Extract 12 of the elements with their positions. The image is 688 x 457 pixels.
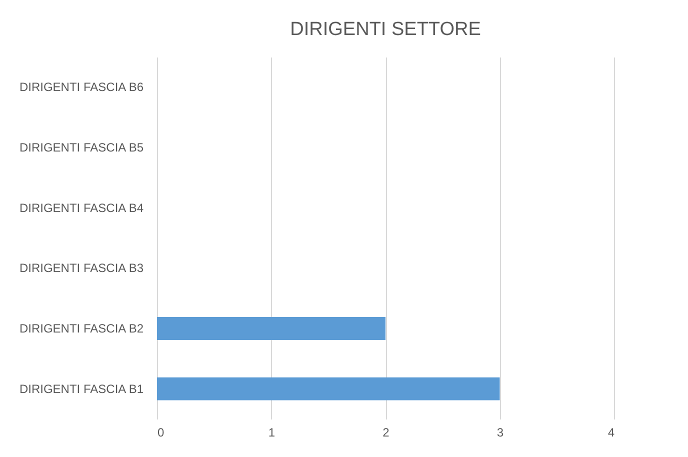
x-tick-label: 0 <box>158 426 164 440</box>
chart-title: DIRIGENTI SETTORE <box>290 19 481 40</box>
y-tick-label: DIRIGENTI FASCIA B6 <box>19 80 144 94</box>
x-tick-label: 1 <box>268 426 276 440</box>
y-tick-label: DIRIGENTI FASCIA B5 <box>19 140 144 154</box>
x-tick-label: 3 <box>496 426 504 440</box>
y-tick-label: DIRIGENTI FASCIA B1 <box>19 382 144 396</box>
x-tick-label: 4 <box>608 426 615 440</box>
y-tick-label: DIRIGENTI FASCIA B3 <box>19 261 144 276</box>
y-tick-label: DIRIGENTI FASCIA B4 <box>19 200 144 215</box>
x-tick-label: 2 <box>382 426 390 440</box>
y-tick-label: DIRIGENTI FASCIA B2 <box>19 322 144 336</box>
